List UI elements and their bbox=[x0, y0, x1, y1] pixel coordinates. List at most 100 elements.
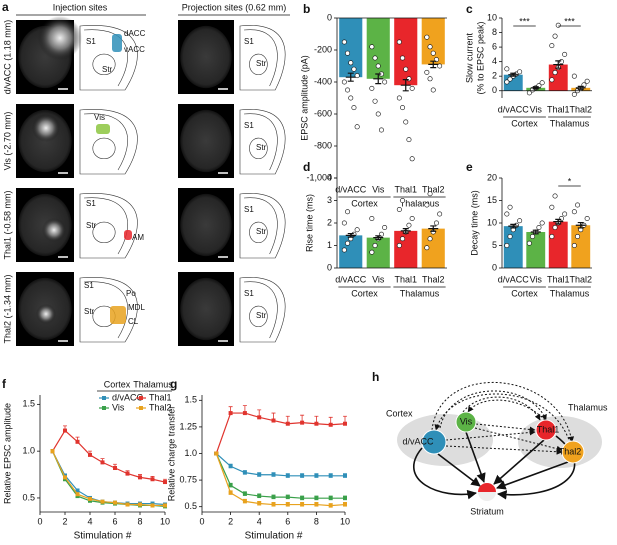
panel-letter: h bbox=[372, 370, 379, 384]
data-point bbox=[406, 137, 412, 143]
node bbox=[455, 411, 477, 433]
data-point bbox=[396, 39, 402, 45]
data-point bbox=[424, 202, 430, 208]
data-point bbox=[504, 79, 510, 85]
marker bbox=[285, 473, 290, 478]
data-point bbox=[369, 216, 375, 222]
x-tick-label: d/vACC bbox=[335, 274, 367, 284]
marker bbox=[314, 502, 319, 507]
atlas-label: Str bbox=[256, 311, 267, 320]
data-point bbox=[571, 243, 577, 249]
atlas-layer bbox=[243, 197, 278, 255]
data-point bbox=[549, 43, 555, 49]
data-point bbox=[375, 63, 381, 69]
x-axis-label: Stimulation # bbox=[74, 531, 132, 542]
injection-glow bbox=[32, 114, 60, 142]
marker bbox=[257, 472, 262, 477]
error-bar bbox=[345, 232, 356, 238]
y-tick-label: 0 bbox=[327, 262, 332, 272]
error-bar bbox=[508, 72, 519, 77]
x-tick-label: Thal2 bbox=[422, 184, 445, 194]
bar bbox=[394, 230, 418, 268]
data-point bbox=[372, 98, 378, 104]
data-point bbox=[437, 211, 443, 217]
x-tick-label: 4 bbox=[87, 516, 92, 526]
marker bbox=[257, 494, 262, 499]
marker bbox=[285, 502, 290, 507]
data-point bbox=[552, 33, 558, 39]
marker bbox=[328, 496, 333, 501]
data-point bbox=[382, 79, 388, 85]
atlas-outline bbox=[79, 109, 138, 175]
atlas-label: Str bbox=[256, 59, 267, 68]
marker bbox=[343, 496, 347, 501]
atlas-label: S1 bbox=[84, 281, 94, 290]
marker bbox=[328, 422, 333, 427]
data-point bbox=[354, 227, 360, 233]
marker bbox=[242, 491, 247, 496]
y-axis-label: Rise time (ms) bbox=[304, 194, 314, 252]
data-point bbox=[351, 66, 357, 72]
y-tick-label: 20 bbox=[487, 172, 497, 182]
group-label: Cortex bbox=[511, 288, 538, 298]
legend-title: Cortex bbox=[104, 379, 131, 389]
marker bbox=[242, 411, 247, 416]
legend-marker bbox=[102, 396, 106, 400]
marker bbox=[63, 428, 67, 433]
bar bbox=[421, 228, 445, 268]
row-label: Thal1 (-0.58 mm) bbox=[2, 190, 12, 259]
data-point bbox=[424, 245, 430, 251]
data-point bbox=[552, 70, 558, 76]
data-point bbox=[555, 22, 561, 28]
data-point bbox=[345, 87, 351, 93]
y-tick-label: 2 bbox=[492, 71, 497, 81]
marker bbox=[300, 496, 305, 501]
y-tick-label: 0.5 bbox=[22, 492, 35, 502]
y-tick-label: 0.75 bbox=[179, 474, 197, 484]
y-tick-label: -1,000 bbox=[306, 172, 332, 182]
atlas-outline bbox=[79, 25, 138, 91]
atlas-label: Str bbox=[256, 143, 267, 152]
legend-label: Vis bbox=[112, 402, 125, 412]
x-tick-label: 10 bbox=[340, 516, 350, 526]
marker bbox=[75, 488, 80, 493]
y-tick-label: 5 bbox=[492, 240, 497, 250]
data-point bbox=[584, 78, 590, 84]
data-point bbox=[409, 85, 415, 91]
y-tick-label: 4 bbox=[492, 56, 497, 66]
node bbox=[478, 483, 496, 492]
marker bbox=[113, 466, 117, 471]
atlas-label: Str bbox=[86, 221, 97, 230]
data-point bbox=[400, 236, 406, 242]
marker bbox=[63, 475, 67, 480]
data-point bbox=[558, 216, 564, 222]
brain-section bbox=[180, 193, 232, 257]
data-point bbox=[406, 76, 412, 82]
row-label: Thal2 (-1.34 mm) bbox=[2, 274, 12, 343]
atlas-outline bbox=[239, 25, 286, 91]
bar bbox=[339, 235, 363, 268]
data-point bbox=[372, 243, 378, 249]
bar bbox=[421, 18, 445, 65]
marker bbox=[343, 421, 347, 426]
y-tick-label: 2 bbox=[327, 217, 332, 227]
y-axis-label: Slow current bbox=[464, 32, 474, 83]
atlas-region bbox=[92, 137, 116, 160]
atlas-region bbox=[249, 53, 268, 76]
data-point bbox=[504, 211, 510, 217]
marker bbox=[285, 421, 290, 426]
atlas-label: Str bbox=[256, 227, 267, 236]
bar bbox=[366, 18, 390, 79]
x-tick-label: Thal1 bbox=[547, 274, 570, 284]
atlas-layer bbox=[83, 29, 128, 87]
data-point bbox=[406, 222, 412, 228]
y-tick-label: 0 bbox=[492, 85, 497, 95]
marker bbox=[228, 490, 233, 495]
panel-letter: f bbox=[2, 377, 7, 391]
data-point bbox=[507, 76, 513, 82]
series-line bbox=[215, 453, 345, 499]
legend-marker bbox=[139, 406, 143, 410]
error-bar bbox=[508, 223, 519, 229]
significance-label: *** bbox=[564, 16, 575, 26]
marker bbox=[271, 472, 276, 477]
